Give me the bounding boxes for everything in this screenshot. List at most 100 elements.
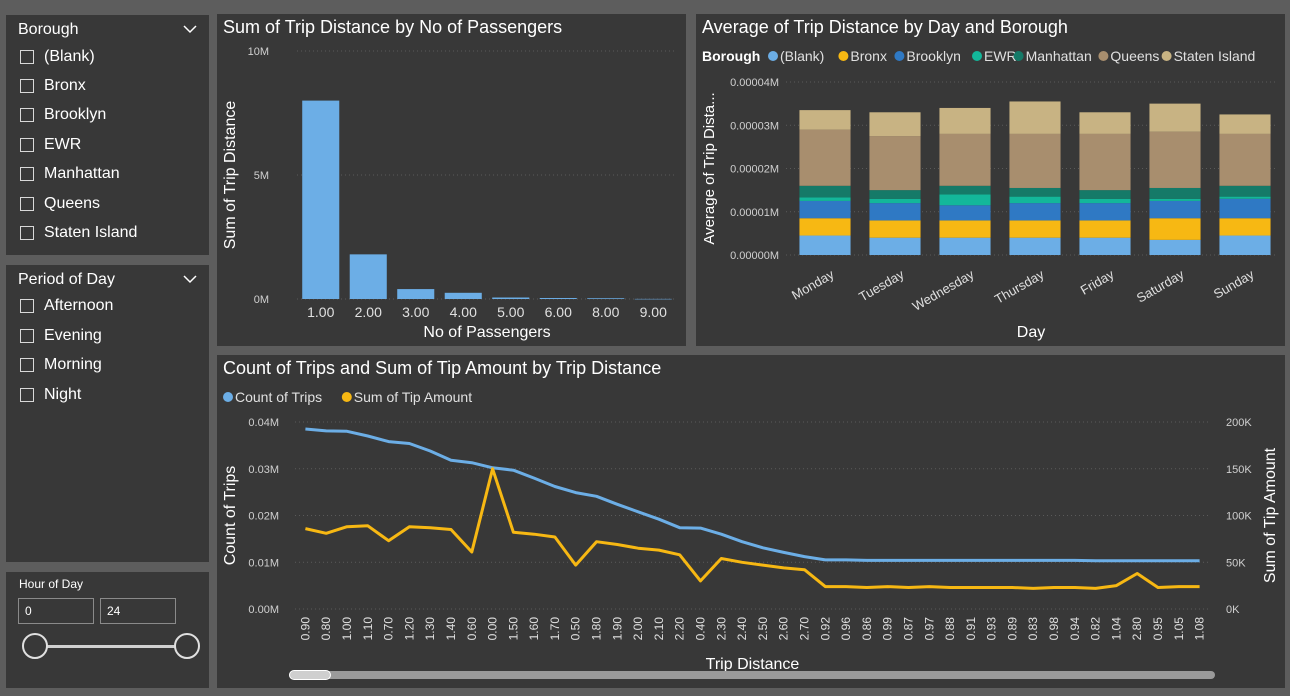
bar-segment [1219, 218, 1271, 236]
bar-segment [939, 133, 991, 186]
hour-range-track[interactable] [34, 645, 186, 648]
x-tick-label: 1.30 [423, 617, 437, 641]
legend-marker [768, 51, 778, 61]
series-line [305, 467, 1200, 590]
y-axis-label: Count of Trips [222, 466, 239, 566]
x-tick-label: 0.90 [298, 617, 312, 641]
bar-segment [1149, 218, 1201, 240]
borough-item-queens[interactable]: Queens [20, 193, 100, 215]
x-tick-label: 0.96 [839, 617, 853, 641]
hour-range-handle-min[interactable] [22, 633, 48, 659]
x-axis-label: Trip Distance [706, 656, 800, 673]
checkbox[interactable] [20, 197, 34, 211]
y-tick-label: 0.04M [248, 417, 279, 429]
legend-label: Staten Island [1174, 48, 1256, 64]
x-tick-label: 0.97 [922, 617, 936, 641]
borough-item-bronx[interactable]: Bronx [20, 75, 86, 97]
x-tick-label: 1.90 [610, 617, 624, 641]
bar-segment [799, 185, 851, 198]
chart-title: Average of Trip Distance by Day and Boro… [702, 17, 1068, 37]
bar [539, 298, 577, 299]
bar [587, 298, 625, 299]
period-item-night[interactable]: Night [20, 384, 81, 406]
x-tick-label: 1.10 [361, 617, 375, 641]
x-tick-label: 1.05 [1172, 617, 1186, 641]
bar-segment [1079, 203, 1131, 221]
hour-range-handle-max[interactable] [174, 633, 200, 659]
y-axis-label: Sum of Trip Distance [222, 101, 239, 250]
checkbox[interactable] [20, 299, 34, 313]
y-tick-label: 0.01M [248, 557, 279, 569]
chevron-down-icon[interactable] [183, 23, 197, 35]
x-tick-label: 1.40 [444, 617, 458, 641]
checkbox[interactable] [20, 329, 34, 343]
legend-label: Manhattan [1026, 48, 1092, 64]
bar [302, 100, 340, 299]
period-item-evening[interactable]: Evening [20, 325, 102, 347]
legend-marker [223, 392, 233, 402]
bar-segment [1009, 187, 1061, 197]
x-tick-label: 2.60 [777, 617, 791, 641]
y2-tick-label: 0K [1226, 604, 1240, 616]
hour-min-input[interactable] [18, 598, 94, 624]
x-tick-label: 9.00 [640, 304, 667, 320]
legend-title: Borough [702, 48, 760, 64]
checkbox[interactable] [20, 388, 34, 402]
borough-item-blank[interactable]: (Blank) [20, 46, 95, 68]
checkbox[interactable] [20, 226, 34, 240]
x-tick-label: 2.00 [355, 304, 382, 320]
bar-segment [1079, 220, 1131, 238]
x-tick-label: 1.50 [506, 617, 520, 641]
checkbox[interactable] [20, 167, 34, 181]
y-tick-label: 0.00001M [730, 207, 779, 219]
x-tick-label: 1.00 [307, 304, 334, 320]
borough-item-staten-island[interactable]: Staten Island [20, 222, 137, 244]
checkbox[interactable] [20, 358, 34, 372]
x-tick-label: 0.89 [1005, 617, 1019, 641]
checkbox[interactable] [20, 79, 34, 93]
horizontal-scrollbar[interactable] [289, 671, 1215, 679]
period-slicer: Period of Day Afternoon Evening Morning … [6, 265, 209, 562]
bar-segment [869, 190, 921, 199]
x-tick-label: 0.70 [382, 617, 396, 641]
bar-segment [799, 235, 851, 255]
day-borough-stacked-chart: Average of Trip Distance by Day and Boro… [696, 14, 1285, 346]
bar-segment [799, 218, 851, 236]
x-tick-label: 0.98 [1047, 617, 1061, 641]
trips-tips-line-chart-plot: Count of Trips Sum of Tip Amount 0.04M 0.03… [222, 389, 1279, 673]
checkbox[interactable] [20, 108, 34, 122]
bar-segment [869, 112, 921, 137]
hour-max-input[interactable] [100, 598, 176, 624]
x-tick-label: 1.04 [1109, 617, 1123, 641]
checkbox[interactable] [20, 138, 34, 152]
bar-segment [1009, 133, 1061, 188]
borough-item-brooklyn[interactable]: Brooklyn [20, 104, 106, 126]
y2-axis-label: Sum of Tip Amount [1262, 447, 1279, 583]
chevron-down-icon[interactable] [183, 273, 197, 285]
day-borough-stacked-chart-plot: Borough (Blank) Bronx Brooklyn EWR Manhattan Q… [701, 48, 1276, 341]
period-item-morning[interactable]: Morning [20, 354, 102, 376]
legend-marker [838, 51, 849, 61]
hour-slicer: Hour of Day [6, 572, 209, 688]
legend-label: Sum of Tip Amount [354, 389, 472, 405]
bar-segment [869, 220, 921, 238]
x-tick-label: Thursday [992, 266, 1047, 306]
borough-item-ewr[interactable]: EWR [20, 134, 81, 156]
bar-segment [1079, 190, 1131, 199]
x-tick-label: 0.83 [1026, 617, 1040, 641]
passengers-bar-chart-plot: 10M 5M 0M 1.00 2.00 3.00 4.00 5.00 6.00 8.00 9.00 N… [222, 46, 677, 341]
borough-slicer: Borough (Blank) Bronx Brooklyn EWR Manha… [6, 15, 209, 255]
scrollbar-thumb[interactable] [289, 670, 331, 680]
bar-segment [1219, 235, 1271, 255]
period-item-afternoon[interactable]: Afternoon [20, 295, 113, 317]
x-tick-label: Friday [1078, 266, 1117, 297]
x-tick-label: 2.40 [735, 617, 749, 641]
y-tick-label: 10M [248, 46, 269, 58]
bar-segment [1009, 237, 1061, 255]
x-tick-label: 0.88 [943, 617, 957, 641]
y-tick-label: 0.00M [248, 604, 279, 616]
bar-segment [799, 200, 851, 219]
checkbox[interactable] [20, 50, 34, 64]
borough-item-manhattan[interactable]: Manhattan [20, 163, 120, 185]
borough-slicer-title: Borough [18, 21, 79, 38]
